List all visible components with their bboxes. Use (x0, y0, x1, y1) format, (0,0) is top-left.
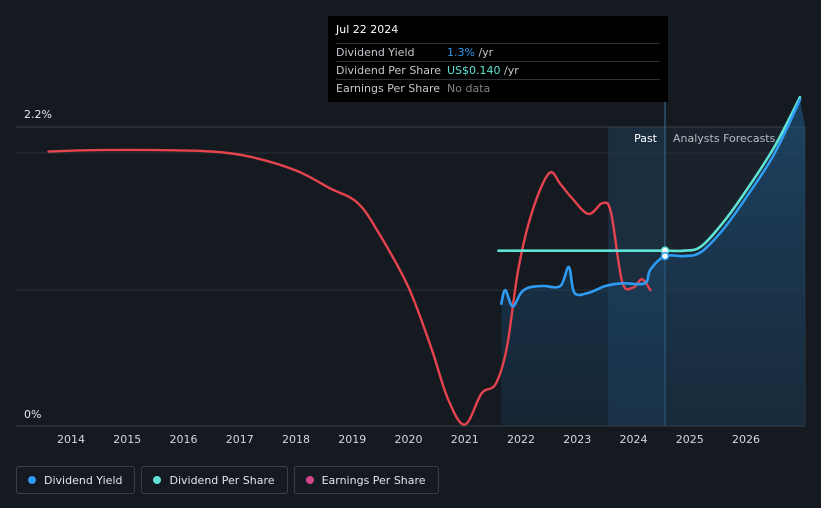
tooltip-value: US$0.140 /yr (447, 62, 519, 79)
tooltip-label: Dividend Per Share (336, 64, 442, 77)
tooltip-label: Earnings Per Share (336, 82, 441, 95)
tooltip: Jul 22 2024 Dividend Yield 1.3% /yr Divi… (328, 16, 668, 102)
dividend-yield-marker (660, 251, 670, 261)
x-tick-label: 2024 (620, 433, 648, 446)
legend: Dividend Yield Dividend Per Share Earnin… (16, 466, 439, 494)
tooltip-row-earnings-per-share: Earnings Per Share No data (336, 80, 660, 97)
dividend-per-share-line (497, 95, 802, 253)
tooltip-value-number: US$0.140 (447, 64, 501, 77)
legend-label: Earnings Per Share (321, 473, 426, 487)
legend-dot-icon (28, 476, 36, 484)
x-tick-label: 2018 (282, 433, 310, 446)
x-tick-label: 2014 (57, 433, 85, 446)
tooltip-row-dividend-yield: Dividend Yield 1.3% /yr (336, 44, 660, 62)
x-tick-label: 2026 (732, 433, 760, 446)
x-tick-label: 2020 (395, 433, 423, 446)
y-axis-max-label: 2.2% (24, 108, 52, 121)
tooltip-value-unit: /yr (500, 64, 519, 77)
dividend-yield-line (500, 98, 802, 308)
x-tick-label: 2021 (451, 433, 479, 446)
x-tick-label: 2023 (563, 433, 591, 446)
tooltip-value-unit: /yr (474, 46, 494, 59)
tooltip-date: Jul 22 2024 (336, 22, 660, 44)
legend-item-dividend-per-share[interactable]: Dividend Per Share (141, 466, 288, 494)
y-axis-min-label: 0% (24, 408, 41, 421)
x-tick-label: 2025 (676, 433, 704, 446)
x-tick-label: 2016 (170, 433, 198, 446)
legend-dot-icon (153, 476, 162, 484)
zone-label-forecast: Analysts Forecasts (673, 132, 776, 145)
tooltip-label: Dividend Yield (336, 46, 415, 59)
x-tick-label: 2019 (338, 433, 366, 446)
dividend-yield-area (501, 99, 805, 427)
tooltip-value: 1.3% /yr (447, 44, 493, 61)
legend-item-dividend-yield[interactable]: Dividend Yield (16, 466, 136, 494)
x-tick-label: 2022 (507, 433, 535, 446)
zone-label-past: Past (634, 132, 658, 145)
tooltip-value: No data (447, 82, 491, 95)
legend-label: Dividend Per Share (169, 473, 275, 487)
earnings-per-share-line (47, 148, 652, 426)
legend-item-earnings-per-share[interactable]: Earnings Per Share (293, 466, 439, 494)
legend-dot-icon (305, 476, 314, 484)
tooltip-row-dividend-per-share: Dividend Per Share US$0.140 /yr (336, 62, 660, 80)
x-tick-label: 2015 (113, 433, 141, 446)
x-tick-label: 2017 (226, 433, 254, 446)
tooltip-value-number: 1.3% (447, 46, 475, 59)
legend-label: Dividend Yield (44, 473, 123, 487)
